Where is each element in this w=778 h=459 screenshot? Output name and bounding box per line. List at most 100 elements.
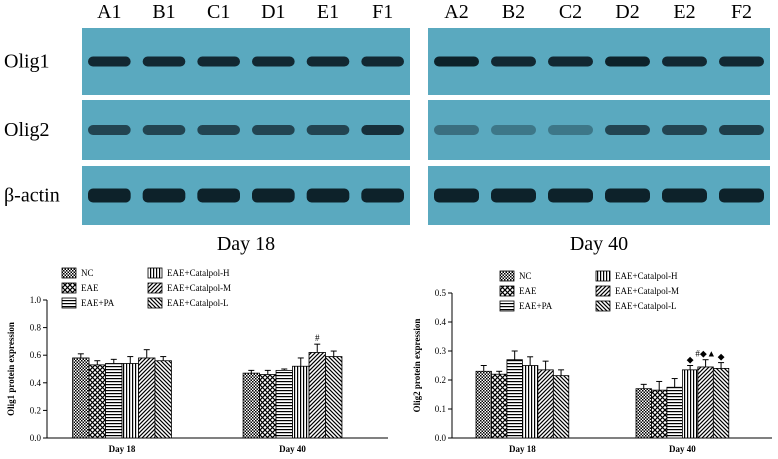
bar (506, 359, 523, 439)
lane-label: B1 (152, 1, 175, 23)
blot-band (548, 56, 593, 67)
blot-band (142, 125, 186, 135)
y-tick-label: 1.0 (30, 295, 42, 305)
blot-band (719, 56, 764, 67)
legend-label: EAE+Catalpol-L (615, 301, 677, 311)
legend-label: EAE+Catalpol-H (615, 271, 678, 281)
x-tick-label: Day 18 (109, 444, 136, 454)
legend-swatch (499, 300, 515, 312)
legend-swatch (147, 267, 163, 279)
blot-band (88, 56, 131, 67)
blot-band (252, 125, 295, 135)
bar (121, 363, 139, 439)
blot-band (719, 125, 764, 135)
lane-label: A2 (444, 1, 468, 23)
legend-swatch (147, 297, 163, 309)
legend-label: EAE+PA (81, 298, 115, 308)
bar (308, 352, 326, 439)
blot-band (605, 188, 650, 203)
legend-swatch (595, 270, 611, 282)
bar (259, 374, 277, 439)
lane-label: E2 (673, 1, 695, 23)
blot-band (548, 125, 593, 135)
blot-panel (428, 166, 770, 225)
bar (697, 366, 714, 439)
blot-band (361, 188, 404, 203)
lane-label: C1 (207, 1, 230, 23)
lane-label: F2 (731, 1, 752, 23)
lane-label: D2 (615, 1, 639, 23)
legend-label: NC (81, 268, 94, 278)
legend-label: EAE (519, 286, 537, 296)
blot-panel (82, 28, 410, 95)
x-tick-label: Day 18 (509, 444, 536, 454)
blot-panel (82, 100, 410, 160)
y-tick-label: 0.5 (435, 288, 447, 298)
blot-band (491, 125, 536, 135)
blot-band (88, 188, 131, 203)
blot-band (361, 125, 404, 135)
blot-band (605, 125, 650, 135)
y-tick-label: 0.0 (30, 433, 42, 443)
blot-band (662, 188, 707, 203)
blot-band (361, 56, 404, 67)
blot-band (142, 56, 186, 67)
x-tick-label: Day 40 (279, 444, 306, 454)
x-tick-label: Day 40 (669, 444, 696, 454)
blot-band (306, 125, 350, 135)
significance-mark: ◆ (687, 355, 694, 365)
lane-label: D1 (261, 1, 285, 23)
blot-panel (428, 100, 770, 160)
y-tick-label: 0.1 (435, 404, 446, 414)
bar (88, 364, 106, 439)
row-label: Olig2 (4, 119, 50, 141)
blot-band (548, 188, 593, 203)
blot-band (662, 125, 707, 135)
bar (712, 367, 730, 439)
bar (635, 388, 652, 439)
legend-swatch (499, 270, 515, 282)
blot-band (306, 188, 350, 203)
blot-band (605, 56, 650, 67)
y-tick-label: 0.4 (435, 317, 447, 327)
y-axis-label: Olig2 protein expression (412, 319, 422, 413)
blot-band (491, 56, 536, 67)
blot-band (306, 56, 350, 67)
legend-label: EAE (81, 283, 99, 293)
legend-swatch (147, 282, 163, 294)
y-tick-label: 0.2 (435, 375, 446, 385)
significance-mark: #◆▲ (695, 349, 715, 359)
blot-band (252, 56, 295, 67)
blot-band (434, 56, 479, 67)
bar (242, 372, 260, 439)
bar (552, 375, 570, 439)
y-axis-label: Olig1 protein expression (6, 322, 16, 416)
blot-panel (82, 166, 410, 225)
blot-band (197, 56, 240, 67)
legend-swatch (595, 285, 611, 297)
legend-swatch (61, 297, 77, 309)
bar (138, 357, 156, 439)
bar (475, 370, 492, 439)
panel-label: Day 40 (570, 233, 628, 255)
row-label: β-actin (4, 185, 60, 207)
legend-swatch (499, 285, 515, 297)
bar (666, 386, 683, 439)
y-tick-label: 0.3 (435, 346, 447, 356)
blot-band (662, 56, 707, 67)
blot-band (719, 188, 764, 203)
legend-label: EAE+Catalpol-M (615, 286, 679, 296)
legend-label: NC (519, 271, 532, 281)
bar (491, 373, 508, 439)
lane-label: E1 (317, 1, 339, 23)
lane-label: B2 (502, 1, 525, 23)
bar (325, 356, 343, 439)
blot-band (434, 188, 479, 203)
lane-label: A1 (97, 1, 121, 23)
bar (537, 369, 554, 439)
bar (682, 369, 699, 439)
bar (154, 360, 172, 439)
bar (72, 357, 90, 439)
legend-label: EAE+Catalpol-M (167, 283, 231, 293)
